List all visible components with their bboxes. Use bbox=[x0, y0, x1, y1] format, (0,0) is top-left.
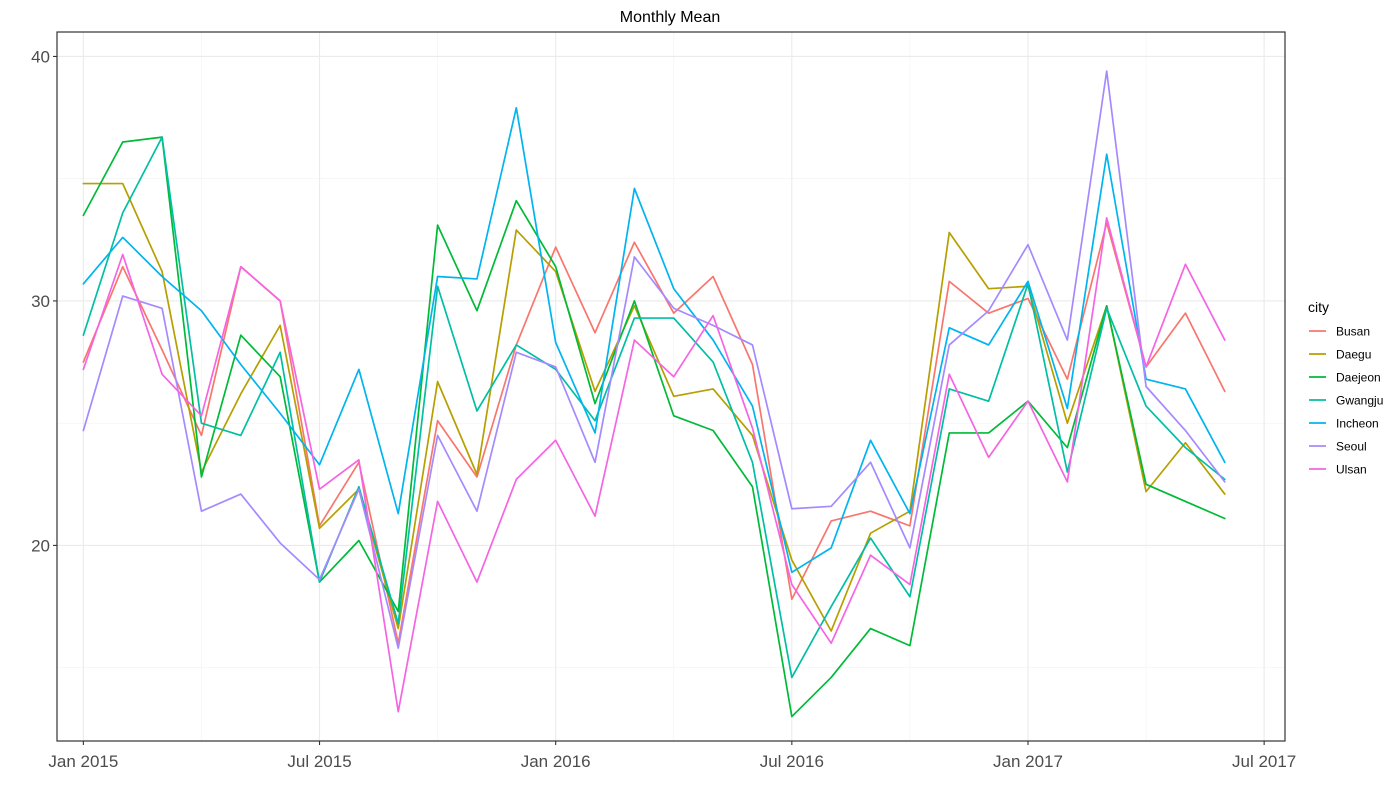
y-tick-label: 40 bbox=[31, 47, 50, 66]
x-tick-label: Jul 2015 bbox=[287, 752, 351, 771]
minor-gridlines bbox=[57, 32, 1285, 741]
x-tick-label: Jan 2015 bbox=[48, 752, 118, 771]
legend-label-daejeon: Daejeon bbox=[1336, 371, 1381, 385]
legend-label-busan: Busan bbox=[1336, 325, 1370, 339]
x-tick-label: Jan 2017 bbox=[993, 752, 1063, 771]
chart-title: Monthly Mean bbox=[620, 9, 721, 26]
series-line-seoul bbox=[82, 70, 1226, 649]
x-tick-label: Jul 2017 bbox=[1232, 752, 1296, 771]
legend-title: city bbox=[1308, 299, 1329, 315]
x-axis: Jan 2015 Jul 2015 Jan 2016 Jul 2016 Jan 2017… bbox=[48, 741, 1296, 771]
legend-label-seoul: Seoul bbox=[1336, 440, 1367, 454]
series-line-daegu bbox=[82, 182, 1226, 632]
series-line-busan bbox=[82, 221, 1226, 645]
legend-label-ulsan: Ulsan bbox=[1336, 463, 1367, 477]
legend-label-daegu: Daegu bbox=[1336, 348, 1371, 362]
x-tick-label: Jul 2016 bbox=[760, 752, 824, 771]
x-tick-label: Jan 2016 bbox=[521, 752, 591, 771]
legend: city Busan Daegu Daejeon Gwangju Incheon Seou… bbox=[1308, 299, 1383, 477]
major-gridlines bbox=[57, 32, 1285, 741]
y-tick-label: 20 bbox=[31, 536, 50, 555]
series-line-incheon bbox=[82, 106, 1226, 574]
series-line-ulsan bbox=[82, 216, 1226, 713]
legend-label-gwangju: Gwangju bbox=[1336, 394, 1383, 408]
series-line-gwangju bbox=[82, 136, 1226, 679]
y-axis: 20 30 40 bbox=[31, 47, 57, 555]
plot-panel-border bbox=[56, 31, 1286, 742]
series-line-daejeon bbox=[82, 136, 1226, 718]
legend-label-incheon: Incheon bbox=[1336, 417, 1379, 431]
y-tick-label: 30 bbox=[31, 292, 50, 311]
series-lines bbox=[82, 70, 1226, 718]
